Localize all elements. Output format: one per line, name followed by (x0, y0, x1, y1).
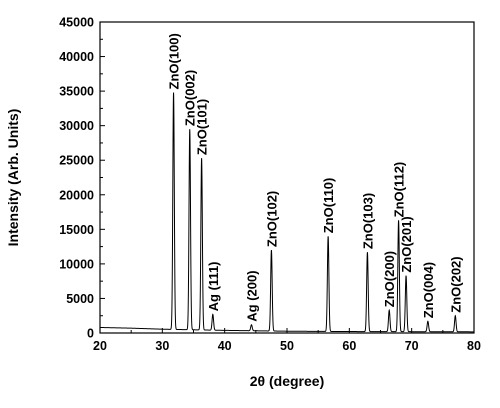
y-tick-label: 5000 (66, 292, 94, 306)
xrd-spectrum-line (100, 92, 475, 333)
y-axis-title: Intensity (Arb. Units) (5, 109, 21, 247)
peak-label: ZnO(002) (183, 70, 198, 126)
peak-label: ZnO(101) (195, 99, 210, 155)
peak-label: ZnO(004) (421, 262, 436, 318)
peak-label: Ag (200) (244, 270, 259, 321)
x-tick-label: 40 (218, 339, 232, 353)
peak-label: Ag (111) (206, 261, 221, 311)
y-tick-label: 45000 (59, 16, 94, 30)
x-tick-label: 50 (280, 339, 294, 353)
peak-label: ZnO(200) (382, 251, 397, 307)
peak-label: ZnO(112) (392, 162, 407, 218)
peak-label: ZnO(110) (321, 178, 336, 234)
x-tick-label: 80 (467, 339, 481, 353)
y-tick-label: 20000 (59, 188, 94, 202)
x-tick-label: 70 (405, 339, 419, 353)
y-tick-label: 30000 (59, 119, 94, 133)
x-axis-title: 2θ (degree) (250, 373, 324, 389)
plot-frame (99, 21, 475, 334)
y-tick-label: 10000 (59, 257, 94, 271)
x-tick-label: 30 (155, 339, 169, 353)
x-tick-label: 60 (342, 339, 356, 353)
peak-labels: ZnO(100)ZnO(002)ZnO(101) Ag (111) Ag (200)… (167, 33, 464, 322)
y-tick-label: 40000 (59, 50, 94, 64)
y-tick-label: 25000 (59, 154, 94, 168)
peak-label: ZnO(202) (448, 256, 463, 312)
y-tick-label: 35000 (59, 85, 94, 99)
peak-label: ZnO(103) (360, 193, 375, 249)
peak-label: ZnO(100) (167, 33, 182, 89)
x-tick-label: 20 (93, 339, 107, 353)
peak-label: ZnO(201) (399, 216, 414, 272)
y-tick-label: 0 (87, 327, 94, 341)
y-tick-label: 15000 (59, 223, 94, 237)
peak-label: ZnO(102) (264, 191, 279, 247)
